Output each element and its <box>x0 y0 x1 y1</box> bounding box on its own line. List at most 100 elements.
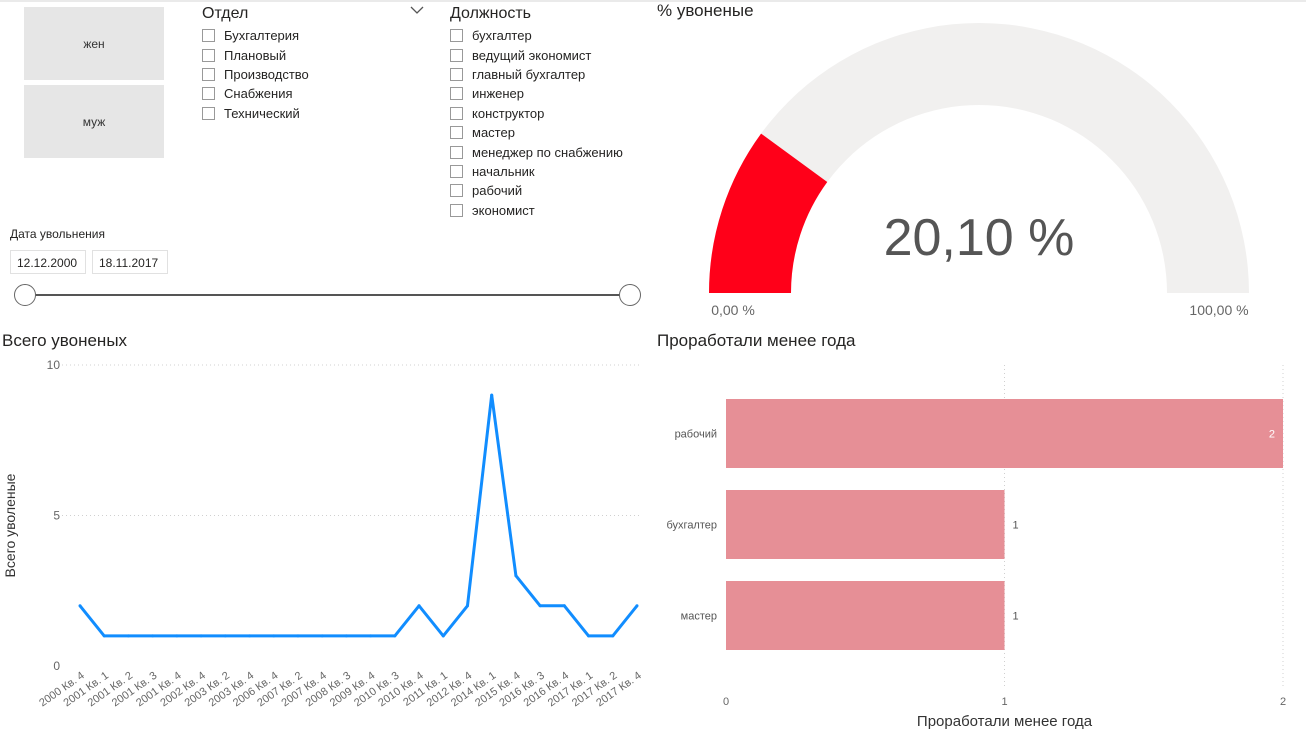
department-option-label: Технический <box>224 105 300 121</box>
position-option[interactable]: инженер <box>450 84 623 103</box>
position-option-label: инженер <box>472 86 525 102</box>
data-point <box>248 634 252 638</box>
checkbox[interactable] <box>202 29 215 43</box>
data-point <box>272 634 276 638</box>
data-point <box>344 634 348 638</box>
gender-button-male[interactable]: муж <box>24 85 164 158</box>
department-option[interactable]: Плановый <box>202 45 309 64</box>
department-option-label: Бухгалтерия <box>224 28 300 44</box>
department-option[interactable]: Бухгалтерия <box>202 26 309 45</box>
data-point <box>587 634 591 638</box>
y-tick-label: 0 <box>53 659 60 673</box>
checkbox[interactable] <box>202 106 215 120</box>
data-point <box>369 634 373 638</box>
bar[interactable] <box>726 399 1283 468</box>
gender-button-female[interactable]: жен <box>24 7 164 80</box>
position-option[interactable]: менеджер по снабжению <box>450 142 623 161</box>
data-point <box>562 604 566 608</box>
y-category-label: рабочий <box>675 429 717 441</box>
position-option[interactable]: конструктор <box>450 104 623 123</box>
y-axis-label: Всего уволеные <box>2 473 18 577</box>
date-slider-track[interactable] <box>26 294 630 296</box>
data-point <box>514 574 518 578</box>
data-label: 2 <box>1269 429 1275 441</box>
checkbox[interactable] <box>202 67 215 81</box>
data-point <box>490 393 494 397</box>
data-point <box>223 634 227 638</box>
position-option-label: начальник <box>472 163 535 179</box>
position-option-label: мастер <box>472 125 515 141</box>
checkbox[interactable] <box>450 48 463 62</box>
gauge-min-label: 0,00 % <box>711 302 755 318</box>
gauge-chart: 20,10 % 0,00 % 100,00 % <box>709 23 1249 318</box>
data-point <box>151 634 155 638</box>
data-point <box>78 604 82 608</box>
position-option[interactable]: мастер <box>450 123 623 142</box>
data-point <box>465 604 469 608</box>
position-option-label: рабочий <box>472 183 523 199</box>
position-option[interactable]: ведущий экономист <box>450 45 623 64</box>
checkbox[interactable] <box>202 48 215 62</box>
position-slicer-title: Должность <box>450 5 531 22</box>
x-tick-label: 1 <box>1001 696 1007 708</box>
bar[interactable] <box>726 490 1005 559</box>
checkbox[interactable] <box>450 106 463 120</box>
checkbox[interactable] <box>450 184 463 198</box>
data-point <box>320 634 324 638</box>
date-end-input[interactable]: 18.11.2017 <box>92 250 168 274</box>
checkbox[interactable] <box>450 203 463 217</box>
gauge-value-label: 20,10 % <box>884 209 1075 267</box>
data-point <box>175 634 179 638</box>
data-point <box>635 604 639 608</box>
data-point <box>126 634 130 638</box>
position-option[interactable]: главный бухгалтер <box>450 65 623 84</box>
department-option[interactable]: Производство <box>202 65 309 84</box>
data-point <box>441 634 445 638</box>
y-tick-label: 10 <box>47 358 61 372</box>
data-point <box>417 604 421 608</box>
position-option-label: экономист <box>472 202 535 218</box>
data-point <box>102 634 106 638</box>
x-tick-label: 2 <box>1280 696 1286 708</box>
date-slider-end-handle[interactable] <box>619 284 641 306</box>
checkbox[interactable] <box>450 126 463 140</box>
chevron-down-icon[interactable] <box>410 5 424 15</box>
x-axis-label: Проработали менее года <box>917 713 1093 730</box>
position-option-label: ведущий экономист <box>472 47 592 63</box>
department-slicer-title: Отдел <box>202 5 249 22</box>
position-option[interactable]: бухгалтер <box>450 26 623 45</box>
position-option[interactable]: начальник <box>450 162 623 181</box>
date-start-input[interactable]: 12.12.2000 <box>10 250 86 274</box>
position-option-label: менеджер по снабжению <box>472 144 623 160</box>
position-option-label: конструктор <box>472 105 545 121</box>
data-point <box>611 634 615 638</box>
gauge-background-arc <box>709 23 1249 293</box>
y-category-label: мастер <box>681 611 717 623</box>
bar-chart-title: Проработали менее года <box>657 331 856 350</box>
gauge-max-label: 100,00 % <box>1189 302 1248 318</box>
department-option[interactable]: Технический <box>202 104 309 123</box>
y-tick-label: 5 <box>53 509 60 523</box>
y-category-label: бухгалтер <box>666 520 717 532</box>
department-option-label: Производство <box>224 66 309 82</box>
gauge-value-arc <box>709 133 828 293</box>
line-chart-title: Всего увоненых <box>2 331 128 350</box>
date-slider-start-handle[interactable] <box>14 284 36 306</box>
position-option-label: бухгалтер <box>472 28 532 44</box>
checkbox[interactable] <box>202 87 215 101</box>
data-point <box>538 604 542 608</box>
department-option-label: Плановый <box>224 47 287 63</box>
position-option[interactable]: рабочий <box>450 181 623 200</box>
position-option[interactable]: экономист <box>450 201 623 220</box>
bar[interactable] <box>726 581 1005 650</box>
checkbox[interactable] <box>450 29 463 43</box>
series-line <box>78 393 639 638</box>
checkbox[interactable] <box>450 67 463 81</box>
data-point <box>393 634 397 638</box>
checkbox[interactable] <box>450 87 463 101</box>
checkbox[interactable] <box>450 145 463 159</box>
bar-chart: 0 1 2 рабочий 2 бухгалтер 1 мастер 1 Проработали … <box>666 365 1286 730</box>
date-slicer-title: Дата увольнения <box>10 227 105 241</box>
department-option[interactable]: Снабжения <box>202 84 309 103</box>
checkbox[interactable] <box>450 164 463 178</box>
